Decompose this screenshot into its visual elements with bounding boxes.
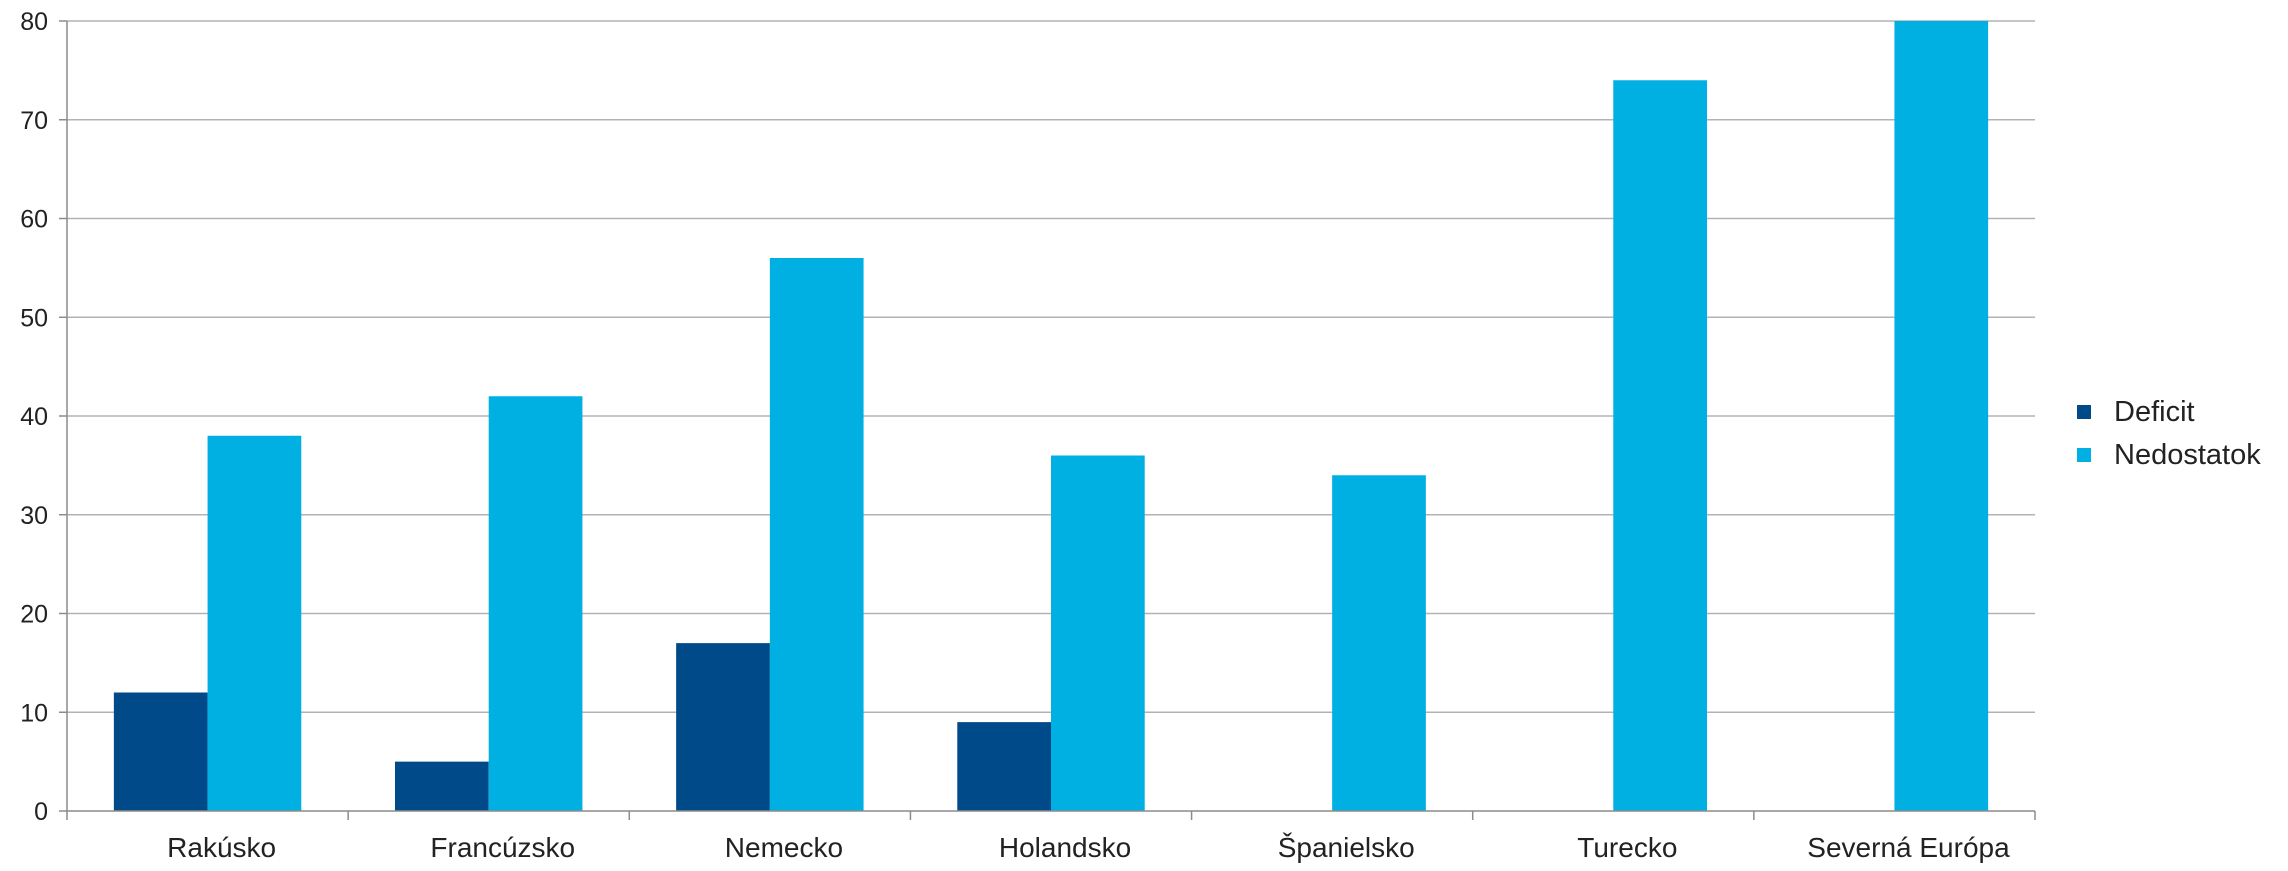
y-tick-label: 10 [20,699,48,727]
y-tick-label: 60 [20,206,48,234]
x-tick-label: Nemecko [725,832,843,863]
legend: Deficit Nedostatok [2077,396,2261,471]
legend-swatch-deficit [2077,405,2091,419]
legend-label-nedostatok: Nedostatok [2114,439,2261,471]
bar-nedostatok-2 [769,258,864,811]
x-tick-label: Holandsko [999,832,1131,863]
axes [59,20,2036,820]
bars [113,21,1989,811]
bar-nedostatok-4 [1332,475,1426,811]
x-tick-label: Francúzsko [430,832,575,863]
bar-deficit-3 [957,722,1051,811]
bar-deficit-0 [113,692,208,811]
y-tick-label: 80 [20,8,48,36]
y-tick-label: 0 [34,798,48,826]
x-tick-label: Severná Európa [1807,832,2010,863]
legend-label-deficit: Deficit [2114,396,2195,428]
y-tick-label: 50 [20,304,48,332]
bar-nedostatok-1 [488,396,583,811]
x-tick-label: Turecko [1577,832,1677,863]
y-tick-label: 30 [20,502,48,530]
bar-nedostatok-5 [1613,80,1707,811]
tick-labels: 0 10 20 30 40 50 60 70 80 Rakúsko Francúzsko Nemeck… [20,8,2010,863]
legend-swatch-nedostatok [2077,448,2091,462]
x-tick-label: Španielsko [1278,832,1415,863]
bar-nedostatok-6 [1894,21,1989,811]
bar-deficit-1 [395,761,489,811]
bar-nedostatok-3 [1051,455,1145,811]
bar-nedostatok-0 [207,435,302,811]
y-tick-label: 70 [20,107,48,135]
bar-deficit-2 [676,643,770,811]
x-tick-label: Rakúsko [167,832,276,863]
y-tick-label: 20 [20,601,48,629]
y-tick-label: 40 [20,403,48,431]
